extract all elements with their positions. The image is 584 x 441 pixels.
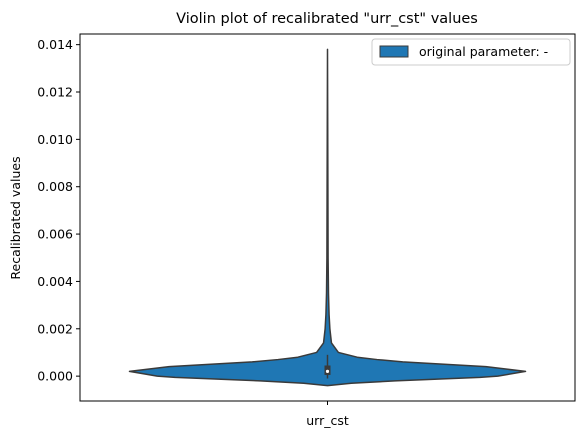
- plot-frame: [79, 33, 576, 402]
- legend: original parameter: -: [371, 38, 571, 66]
- y-tick-label: 0.004: [37, 274, 73, 289]
- violin-series: [128, 48, 527, 387]
- x-tick-label: urr_cst: [306, 413, 349, 428]
- legend-frame: [371, 38, 571, 66]
- y-axis-label: Recalibrated values: [8, 156, 23, 279]
- y-tick-label: 0.012: [37, 85, 73, 100]
- violin-body: [128, 48, 527, 387]
- y-axis-ticks: 0.000 0.002 0.004 0.006 0.008 0.010 0.012 0.014: [37, 37, 80, 384]
- violin-median: [325, 369, 330, 374]
- y-tick-label: 0.010: [37, 132, 73, 147]
- y-tick-label: 0.000: [37, 369, 73, 384]
- x-axis-ticks: urr_cst: [306, 401, 349, 428]
- chart-title: Violin plot of recalibrated "urr_cst" va…: [176, 11, 478, 27]
- legend-label: original parameter: -: [419, 44, 548, 59]
- y-tick-label: 0.014: [37, 37, 73, 52]
- y-tick-label: 0.006: [37, 227, 73, 242]
- legend-swatch: [379, 45, 409, 58]
- y-tick-label: 0.008: [37, 179, 73, 194]
- y-tick-label: 0.002: [37, 321, 73, 336]
